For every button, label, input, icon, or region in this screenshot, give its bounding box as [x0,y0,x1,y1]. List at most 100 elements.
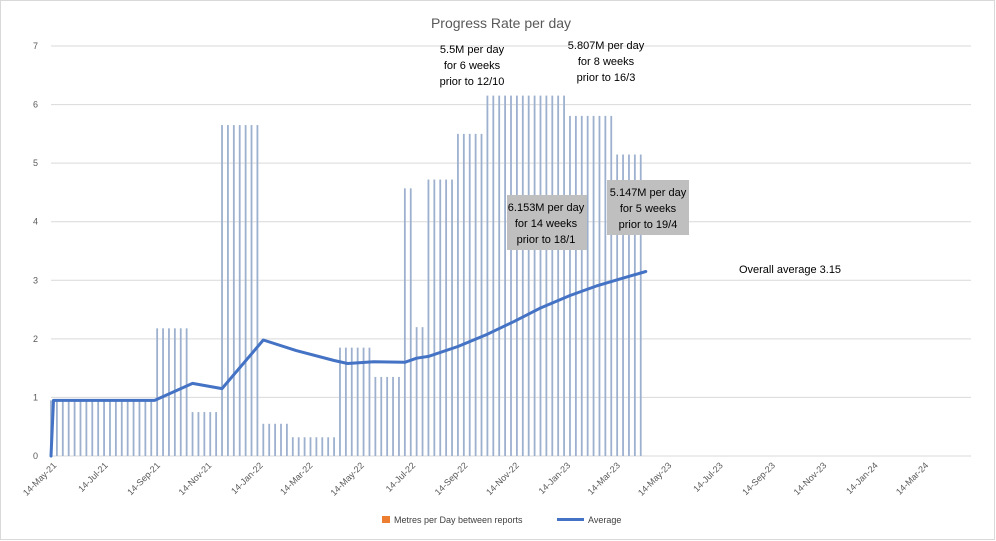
bar-85 [551,95,554,457]
bar-64 [427,179,430,457]
y-tick-label-1: 1 [33,392,38,402]
bar-69 [457,133,459,456]
average-line-series [49,270,648,458]
bar-32 [238,125,241,457]
bar-76 [498,95,501,457]
annotation-1-line-1: for 8 weeks [578,56,635,68]
bar-86 [557,95,560,457]
bar-5 [79,400,82,456]
bar-67 [445,179,448,457]
bar-84 [545,95,548,457]
bar-29 [221,125,223,457]
bar-13 [126,400,129,456]
bar-25 [197,412,200,456]
bar-51 [350,347,353,456]
bar-55 [374,376,377,456]
bar-18 [156,328,159,456]
y-tick-label-4: 4 [33,217,38,227]
bar-6 [85,400,88,456]
bar-87 [563,95,565,457]
x-tick-label-3: 14-Nov-21 [177,460,214,497]
annotation-2: 6.153M per day for 14 weeks prior to 18/1 [507,195,587,250]
x-axis: 14-May-21 14-Jul-21 14-Sep-21 14-Nov-21 14-J… [21,460,930,497]
bar-48 [333,437,335,456]
x-tick-label-0: 14-May-21 [21,460,58,497]
bar-34 [250,125,253,457]
y-tick-label-7: 7 [33,41,38,51]
bar-14 [132,400,135,456]
annotation-0-line-1: for 6 weeks [444,60,501,72]
bar-1 [55,400,58,456]
bar-33 [244,125,247,457]
annotation-0: 5.5M per day for 6 weeks prior to 12/10 [440,44,505,88]
bar-53 [362,347,365,456]
bar-44 [309,437,312,456]
bar-79 [515,95,518,457]
x-tick-label-7: 14-Jul-22 [384,460,418,494]
bar-59 [398,376,400,456]
x-tick-label-13: 14-Jul-23 [691,460,725,494]
bar-74 [486,95,489,457]
bar-31 [232,125,235,457]
x-tick-label-2: 14-Sep-21 [125,460,162,497]
bar-22 [179,328,182,456]
annotation-3-line-0: 5.147M per day [610,187,687,199]
annotation-4-line-0: Overall average 3.15 [739,264,841,276]
x-tick-label-15: 14-Nov-23 [792,460,829,497]
bar-56 [380,376,383,456]
annotation-0-line-2: prior to 12/10 [440,76,505,88]
bar-71 [468,133,471,456]
y-tick-label-3: 3 [33,275,38,285]
x-tick-label-1: 14-Jul-21 [76,460,110,494]
x-tick-label-16: 14-Jan-24 [844,460,880,496]
bar-20 [168,328,170,456]
bar-42 [297,437,300,456]
bar-10 [109,400,111,456]
annotation-3-line-1: for 5 weeks [620,203,677,215]
y-tick-label-2: 2 [33,334,38,344]
x-tick-label-14: 14-Sep-23 [740,460,777,497]
bar-99 [633,154,636,457]
bar-19 [162,328,164,456]
bar-72 [474,133,477,456]
bar-58 [392,376,394,456]
bar-15 [138,400,141,456]
legend-label-bars: Metres per Day between reports [394,515,523,525]
bar-54 [368,347,371,456]
bar-81 [527,95,530,457]
annotation-3-line-2: prior to 19/4 [619,219,678,231]
bar-24 [191,412,194,456]
annotation-1: 5.807M per day for 8 weeks prior to 16/3 [568,40,645,84]
bar-27 [209,412,212,456]
annotation-0-line-0: 5.5M per day [440,44,505,56]
bar-8 [97,400,100,456]
bar-36 [262,423,265,456]
bar-63 [421,327,424,456]
bar-4 [73,400,76,456]
bar-65 [433,179,436,457]
bar-7 [91,400,94,456]
bar-100 [639,154,642,457]
chart-title: Progress Rate per day [431,15,571,31]
bar-82 [533,95,536,457]
bar-90 [580,115,583,456]
x-tick-label-8: 14-Sep-22 [433,460,470,497]
x-tick-label-10: 14-Jan-23 [537,460,573,496]
bar-60 [403,188,406,457]
bar-41 [291,437,294,456]
bar-16 [144,400,147,456]
bar-66 [439,179,442,457]
annotation-2-line-0: 6.153M per day [508,202,585,214]
bar-23 [185,328,188,456]
bar-83 [539,95,542,457]
bar-57 [386,376,389,456]
bar-40 [285,423,288,456]
bar-77 [504,95,507,457]
x-tick-label-6: 14-May-22 [328,460,365,497]
x-tick-label-4: 14-Jan-22 [229,460,265,496]
bar-98 [628,154,630,457]
bar-35 [256,125,259,457]
y-tick-label-6: 6 [33,100,38,110]
y-tick-label-5: 5 [33,158,38,168]
